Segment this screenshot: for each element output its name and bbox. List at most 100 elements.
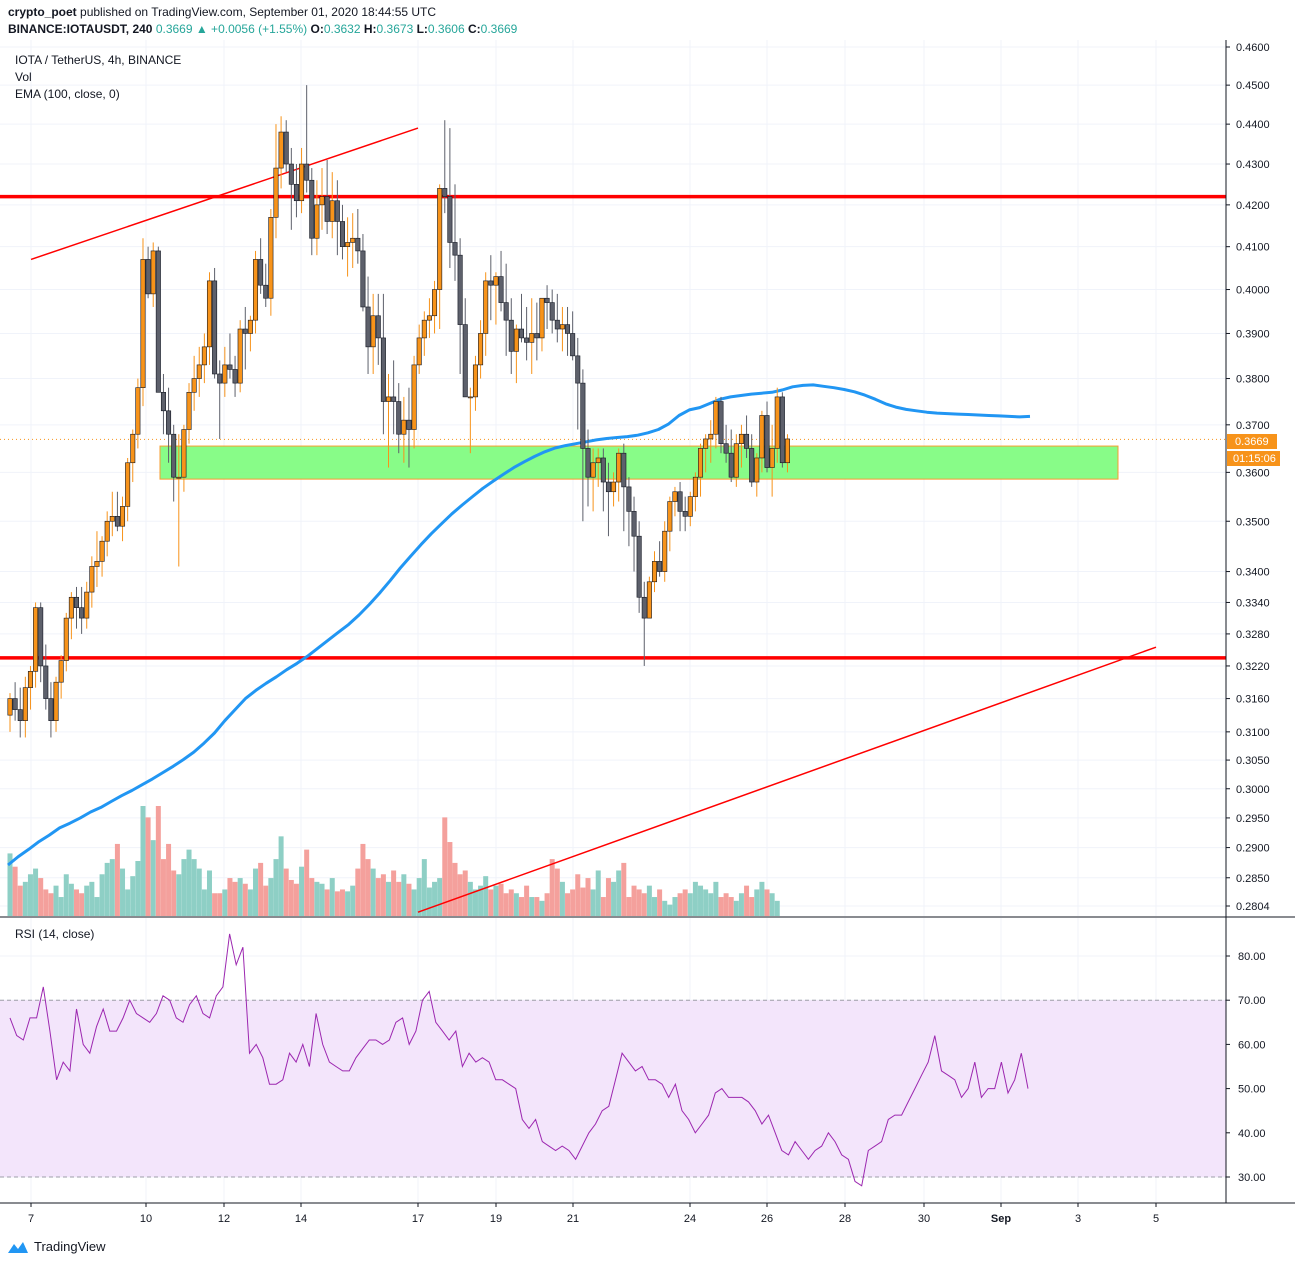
- volume-bar: [452, 862, 458, 916]
- high-label: H:: [363, 22, 377, 36]
- volume-bar: [293, 883, 299, 916]
- volume-bar: [130, 876, 136, 916]
- volume-bar: [605, 878, 611, 916]
- volume-bar: [43, 889, 49, 916]
- volume-bar: [687, 893, 693, 916]
- volume-bar: [206, 870, 212, 916]
- rsi-legend[interactable]: RSI (14, close): [15, 927, 94, 941]
- volume-bar: [447, 842, 453, 916]
- drawn-lines: [0, 127, 1226, 913]
- candle-body: [580, 382, 586, 449]
- volume-bar: [426, 887, 432, 916]
- candle-body: [416, 337, 422, 366]
- candle-body: [651, 561, 657, 583]
- volume-bar: [237, 878, 243, 916]
- rsi-axis-label: 70.00: [1238, 995, 1266, 1007]
- candle-body: [437, 188, 443, 290]
- price-tags: 0.3669 01:15:06: [1227, 434, 1280, 466]
- vol-legend[interactable]: Vol: [15, 70, 32, 84]
- rsi-line: [9, 933, 1029, 1187]
- candle-body: [375, 315, 381, 339]
- trend-line: [417, 646, 1157, 913]
- candle-body: [17, 709, 23, 721]
- volume-bar: [580, 887, 586, 916]
- candle-body: [539, 297, 545, 339]
- candle-body: [616, 452, 622, 483]
- rsi-pane: [0, 933, 1226, 1187]
- tradingview-logo-icon: [8, 1241, 28, 1253]
- volume-bar: [166, 843, 172, 916]
- candle-body: [605, 481, 611, 493]
- volume-bar: [79, 893, 85, 916]
- candle-body: [53, 681, 59, 721]
- candle-body: [447, 196, 453, 243]
- candle-body: [672, 491, 678, 502]
- candle-body: [513, 328, 519, 352]
- volume-bar: [651, 897, 657, 916]
- volume-bar: [708, 893, 714, 916]
- candle-body: [68, 596, 74, 619]
- candle-body: [759, 415, 765, 459]
- volume-bar: [370, 868, 376, 916]
- candle-body: [350, 237, 356, 243]
- candle-body: [12, 698, 18, 710]
- price-axis-label: 0.2950: [1236, 813, 1270, 825]
- candle-body: [33, 607, 39, 672]
- volume-bar: [565, 893, 571, 916]
- price-axis-label: 0.3000: [1236, 784, 1270, 796]
- volume-bar: [365, 859, 371, 916]
- candle-body: [713, 401, 719, 435]
- volume-bar: [713, 881, 719, 916]
- candle-body: [391, 396, 397, 402]
- candle-body: [237, 328, 243, 384]
- volume-bar: [140, 806, 146, 916]
- candle-body: [160, 391, 166, 412]
- chart-canvas[interactable]: 0.4600 0.4500 0.4400 0.4300 0.4200 0.4100 0.40…: [0, 40, 1295, 1231]
- volume-bar: [626, 897, 632, 916]
- candle-body: [355, 237, 361, 252]
- candle-body: [754, 457, 760, 483]
- volume-bar: [406, 883, 412, 916]
- volume-bar: [692, 881, 698, 916]
- time-axis-label: 24: [684, 1213, 696, 1225]
- pair-legend[interactable]: IOTA / TetherUS, 4h, BINANCE: [15, 53, 181, 67]
- candle-body: [89, 566, 95, 593]
- candle-body: [534, 333, 540, 339]
- time-axis-label: 30: [918, 1213, 930, 1225]
- ema-legend[interactable]: EMA (100, close, 0): [15, 87, 120, 101]
- candle-body: [411, 364, 417, 430]
- tradingview-logo[interactable]: TradingView: [7, 1239, 106, 1254]
- candle-body: [784, 438, 790, 464]
- candle-body: [263, 284, 269, 299]
- candle-body: [7, 698, 13, 716]
- price-axis-label: 0.3700: [1236, 420, 1270, 432]
- volume-bar: [171, 870, 177, 916]
- price-axis-label: 0.4100: [1236, 242, 1270, 254]
- candle-body: [442, 188, 448, 197]
- volume-bar: [467, 881, 473, 916]
- candle-body: [135, 387, 141, 435]
- open-value: 0.3632: [323, 22, 361, 36]
- volume-bar: [764, 889, 770, 916]
- volume-bar: [703, 889, 709, 916]
- candle-body: [63, 617, 69, 661]
- volume-bar: [554, 868, 560, 916]
- volume-bar: [718, 897, 724, 916]
- candle-body: [217, 373, 223, 384]
- volume-bar: [104, 862, 110, 916]
- author-name[interactable]: crypto_poet: [8, 5, 77, 19]
- candle-body: [488, 280, 494, 286]
- volume-bar: [585, 878, 591, 916]
- volume-bar: [319, 883, 325, 916]
- volume-bar: [227, 878, 233, 916]
- candle-body: [600, 457, 606, 483]
- volume-bar: [27, 874, 33, 916]
- candle-body: [273, 167, 279, 218]
- candle-body: [452, 242, 458, 256]
- price-axis-label: 0.3500: [1236, 516, 1270, 528]
- volume-bar: [641, 893, 647, 916]
- candle-body: [554, 319, 560, 330]
- price-axis-label: 0.3400: [1236, 567, 1270, 579]
- price-axis-label: 0.3900: [1236, 328, 1270, 340]
- volume-bar: [723, 893, 729, 916]
